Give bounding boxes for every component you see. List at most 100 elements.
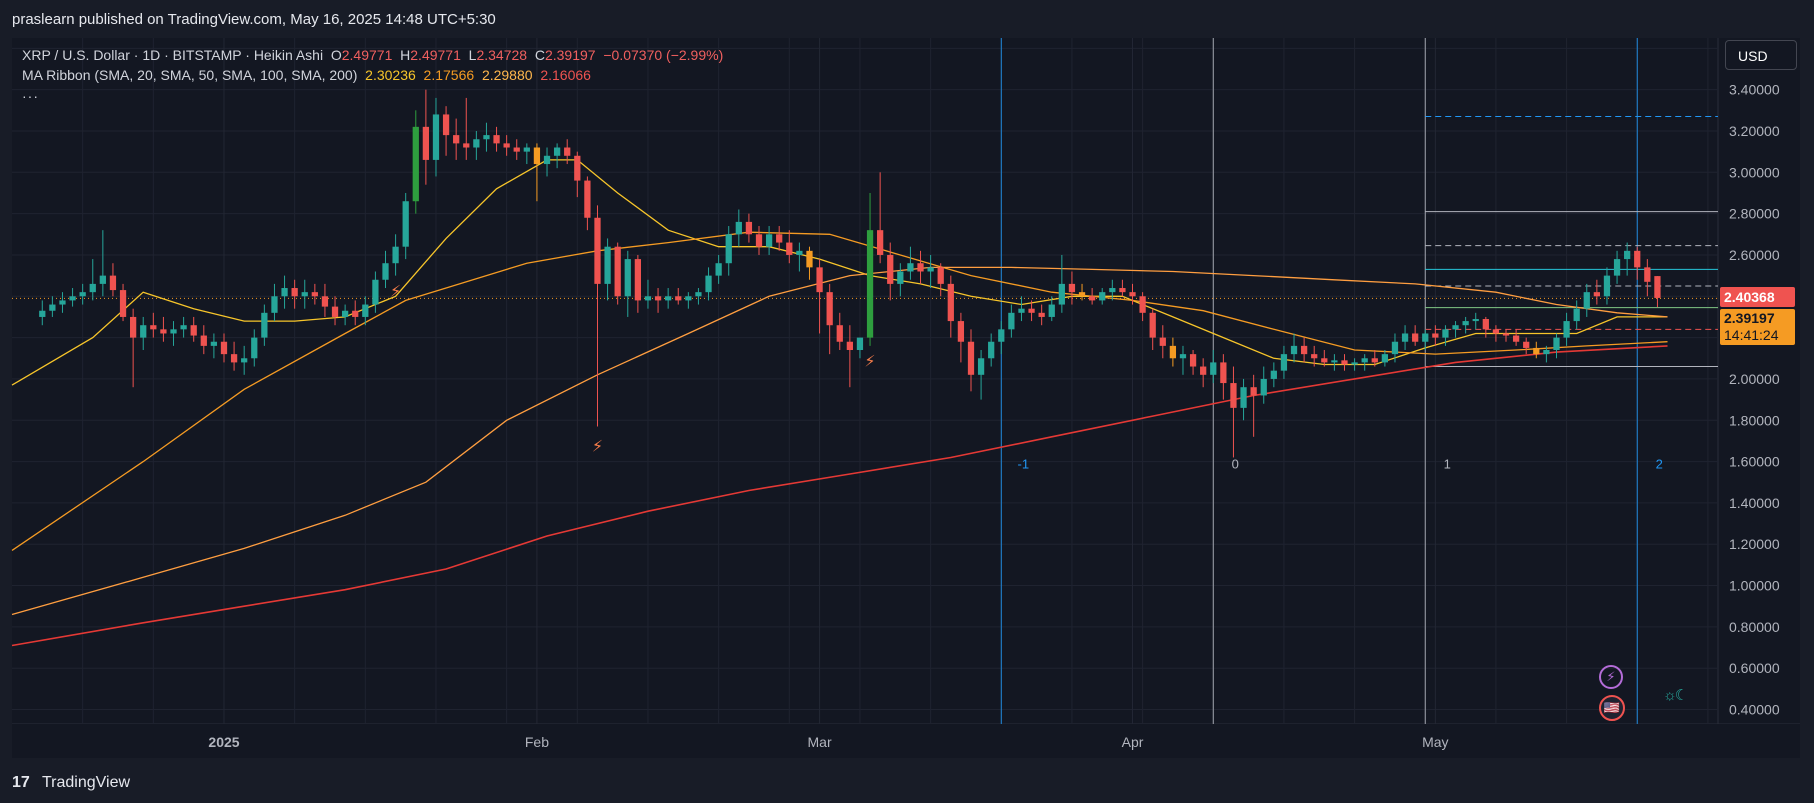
candle xyxy=(533,143,541,202)
open-value: 2.49771 xyxy=(341,47,393,63)
candle xyxy=(1321,350,1328,367)
brand-name[interactable]: TradingView xyxy=(42,774,131,791)
candle-body xyxy=(1270,370,1277,379)
candle-body xyxy=(998,329,1005,342)
candle xyxy=(1129,283,1136,305)
candle-body xyxy=(1472,319,1479,322)
day-night-icon[interactable]: ☼☾ xyxy=(1663,687,1688,704)
more-indicators-button[interactable]: ··· xyxy=(22,88,39,104)
tradingview-logo-icon[interactable]: 17 xyxy=(12,774,30,791)
candle-body xyxy=(493,135,500,144)
fib-time-zone-label: 1 xyxy=(1444,457,1451,472)
candle xyxy=(1280,345,1288,379)
candle xyxy=(594,205,601,427)
candle xyxy=(1563,312,1570,346)
candle-body xyxy=(1250,387,1257,396)
candle-body xyxy=(1058,283,1065,305)
candle-body xyxy=(836,325,843,342)
candle xyxy=(725,226,732,276)
candle xyxy=(1169,337,1177,367)
candle xyxy=(614,242,621,305)
candle-body xyxy=(352,310,359,317)
candle xyxy=(251,329,258,367)
candle-body xyxy=(543,155,551,165)
y-tick-label: 2.00000 xyxy=(1729,371,1780,387)
y-tick-label: 1.00000 xyxy=(1729,578,1780,594)
candle xyxy=(49,296,56,317)
candle xyxy=(1290,333,1298,363)
candle xyxy=(715,254,722,284)
candle-body xyxy=(1240,387,1247,408)
high-value: 2.49771 xyxy=(410,47,461,63)
candle xyxy=(1654,276,1661,308)
candle xyxy=(442,106,450,156)
candle xyxy=(907,246,914,280)
candle-body xyxy=(1502,333,1510,336)
time-axis-area xyxy=(12,724,1800,758)
y-tick-label: 2.80000 xyxy=(1729,206,1780,222)
candle-body xyxy=(1381,354,1389,363)
candle xyxy=(584,176,591,231)
currency-button[interactable]: USD xyxy=(1725,40,1797,70)
candle xyxy=(392,234,399,276)
ma-ribbon-title[interactable]: MA Ribbon (SMA, 20, SMA, 50, SMA, 100, S… xyxy=(22,67,358,83)
candle xyxy=(1543,345,1550,363)
lightning-icon[interactable]: ⚡ xyxy=(1599,665,1623,689)
x-tick-label: Apr xyxy=(1122,734,1144,750)
candle xyxy=(200,325,207,355)
candle-body xyxy=(1331,360,1338,363)
candle xyxy=(1250,374,1257,437)
candle-body xyxy=(553,147,561,156)
candle xyxy=(1432,325,1439,346)
candle xyxy=(1189,350,1197,375)
candle-body xyxy=(513,147,520,152)
candle-body xyxy=(796,250,803,255)
candle xyxy=(1502,329,1510,342)
us-flag-icon[interactable]: 🇺🇸 xyxy=(1599,695,1625,721)
candle xyxy=(271,283,278,322)
candle xyxy=(947,275,954,338)
candle-body xyxy=(170,329,177,334)
candle-body xyxy=(644,296,652,301)
candle xyxy=(1038,304,1045,326)
candle-body xyxy=(1109,288,1116,293)
candle xyxy=(382,250,389,289)
candle-body xyxy=(1482,319,1489,330)
candle xyxy=(503,135,510,156)
candle-body xyxy=(1139,296,1146,313)
candle-body xyxy=(1280,354,1288,371)
candle-body xyxy=(1512,335,1520,342)
candle xyxy=(675,288,682,305)
candle xyxy=(483,122,490,152)
x-tick-label: 2025 xyxy=(208,734,239,750)
candle-body xyxy=(584,180,591,218)
candle xyxy=(553,143,561,169)
candle-body xyxy=(1543,350,1550,355)
symbol-title[interactable]: XRP / U.S. Dollar · 1D · BITSTAMP · Heik… xyxy=(22,47,324,63)
candle xyxy=(816,259,823,334)
top-bar: praslearn published on TradingView.com, … xyxy=(0,0,1814,38)
candle-body xyxy=(1361,358,1368,363)
candle xyxy=(745,213,753,243)
publisher-info: praslearn published on TradingView.com, … xyxy=(12,11,496,28)
candle-body xyxy=(271,296,278,313)
candle-body xyxy=(1210,362,1217,375)
candle-body xyxy=(473,139,480,148)
candle-body xyxy=(725,234,732,264)
candle-body xyxy=(321,296,329,307)
candle xyxy=(1492,325,1500,342)
candle xyxy=(402,192,409,260)
candle xyxy=(1260,366,1267,404)
candle-body xyxy=(180,325,187,330)
candle-body xyxy=(1462,321,1469,326)
chart-legend: XRP / U.S. Dollar · 1D · BITSTAMP · Heik… xyxy=(22,45,723,85)
candle-body xyxy=(1189,354,1197,367)
candle-body xyxy=(1371,358,1378,363)
candle-body xyxy=(130,316,137,338)
ma-line-200 xyxy=(11,345,1668,647)
candle xyxy=(1270,362,1277,388)
candle-body xyxy=(463,143,470,148)
candle-body xyxy=(1089,296,1096,301)
candle xyxy=(957,312,965,363)
